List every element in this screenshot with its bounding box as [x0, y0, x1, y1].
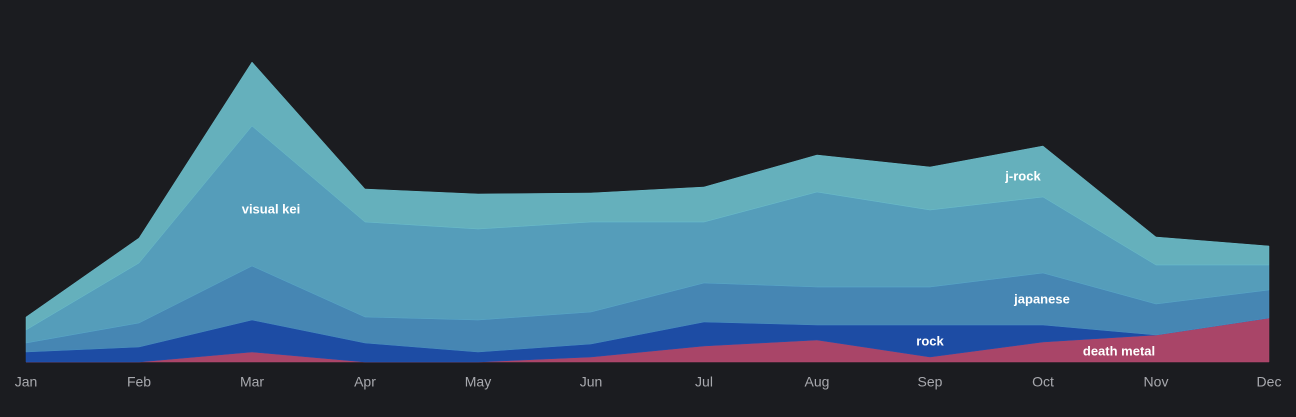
x-tick-label: Nov — [1144, 374, 1169, 390]
areas — [25, 61, 1270, 363]
area-label: rock — [916, 333, 944, 348]
x-tick-label: Apr — [354, 374, 376, 390]
area-label: visual kei — [242, 201, 301, 216]
x-tick-label: Aug — [805, 374, 830, 390]
area-label: death metal — [1083, 343, 1155, 358]
area-label: japanese — [1013, 291, 1070, 306]
x-tick-label: Jun — [580, 374, 603, 390]
area — [25, 61, 1270, 331]
x-tick-label: Feb — [127, 374, 151, 390]
x-tick-label: Sep — [918, 374, 943, 390]
area-label: j-rock — [1004, 168, 1041, 183]
x-tick-label: May — [465, 374, 491, 390]
x-tick-label: Jul — [695, 374, 713, 390]
x-tick-label: Oct — [1032, 374, 1054, 390]
x-tick-label: Dec — [1257, 374, 1282, 390]
x-tick-label: Mar — [240, 374, 264, 390]
x-tick-label: Jan — [15, 374, 38, 390]
